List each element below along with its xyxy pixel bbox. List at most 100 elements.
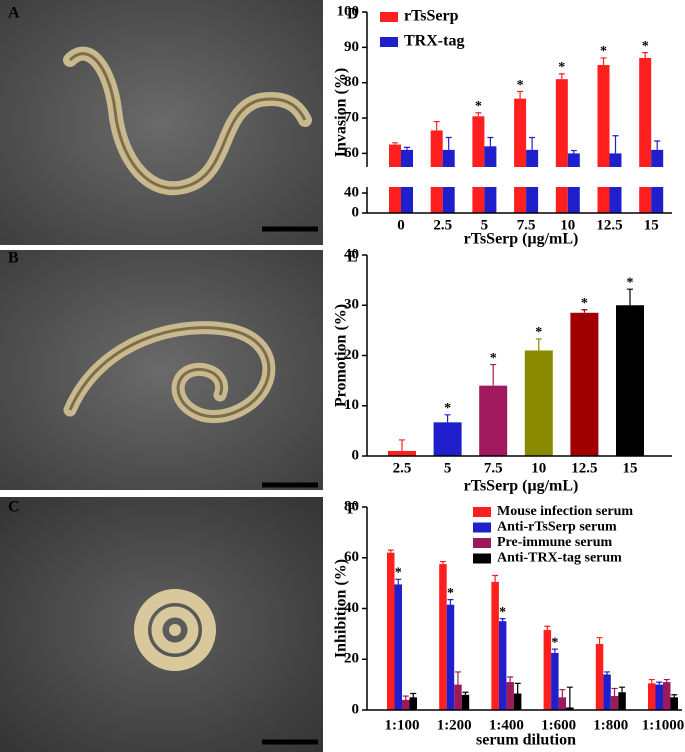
- significance-mark: *: [517, 78, 524, 93]
- error-bar: [507, 676, 514, 683]
- error-bar: [619, 686, 626, 693]
- error-bar: [611, 687, 618, 697]
- bar: [387, 552, 395, 710]
- error-bar: [462, 691, 469, 695]
- error-bar: [663, 678, 670, 683]
- panel-label: E: [347, 249, 358, 266]
- y-tick-label: 20: [344, 347, 359, 363]
- error-bar: [581, 309, 588, 313]
- error-bar: [600, 57, 607, 66]
- error-bar: [529, 136, 536, 150]
- error-bar: [433, 120, 440, 131]
- y-tick-label: 0: [352, 204, 360, 220]
- error-bar: [499, 618, 506, 622]
- bar: [506, 682, 514, 710]
- bar: [513, 693, 522, 710]
- error-bar: [404, 146, 410, 150]
- x-tick-label: 7.5: [517, 217, 536, 233]
- y-tick-label: 40: [344, 246, 359, 262]
- significance-mark: *: [490, 351, 497, 366]
- significance-mark: *: [551, 635, 558, 650]
- y-tick-label: 0: [352, 701, 360, 717]
- error-bar: [551, 648, 558, 653]
- micrograph-c: [0, 497, 323, 752]
- error-bar: [566, 686, 573, 708]
- bar: [454, 684, 462, 710]
- panel-label: A: [8, 5, 20, 22]
- error-bar: [642, 52, 649, 58]
- bar: [446, 604, 455, 710]
- micrograph-a: [0, 0, 323, 245]
- bar: [472, 116, 485, 213]
- error-bar: [656, 681, 663, 685]
- bar: [433, 422, 462, 456]
- legend-label: Pre-immune serum: [497, 535, 613, 550]
- bar: [648, 683, 656, 710]
- bar: [524, 350, 553, 456]
- x-tick-label: 12.5: [571, 460, 597, 476]
- significance-mark: *: [627, 275, 634, 290]
- error-bar: [648, 678, 655, 684]
- y-axis-label: Invasion (%): [333, 68, 350, 157]
- bar: [479, 385, 508, 456]
- y-tick-label: 90: [344, 39, 359, 55]
- y-tick-label: 80: [344, 74, 359, 90]
- error-bar: [492, 574, 499, 582]
- y-tick-label: 20: [344, 651, 359, 667]
- bar: [555, 79, 568, 214]
- micrograph-b: [0, 250, 323, 490]
- error-bar: [475, 112, 482, 117]
- y-tick-label: 60: [344, 145, 359, 161]
- error-bar: [612, 135, 619, 154]
- x-tick-label: 12.5: [596, 217, 622, 233]
- panel-label: D: [347, 6, 359, 23]
- bar: [610, 696, 619, 710]
- error-bar: [402, 695, 409, 700]
- y-tick-label: 40: [344, 184, 359, 200]
- bar: [558, 697, 567, 710]
- y-tick-label: 40: [344, 600, 359, 616]
- error-bar: [439, 560, 446, 565]
- y-tick-label: 10: [344, 397, 359, 413]
- significance-mark: *: [499, 605, 506, 620]
- x-axis-label: rTsSerp (μg/mL): [464, 478, 579, 495]
- x-tick-label: 1:400: [489, 717, 524, 733]
- panel-label: C: [8, 499, 20, 516]
- error-bar: [514, 682, 521, 694]
- significance-mark: *: [444, 401, 451, 416]
- error-bar: [544, 625, 551, 631]
- bar: [498, 621, 507, 710]
- x-tick-label: 5: [481, 217, 489, 233]
- x-tick-label: 1:200: [437, 717, 472, 733]
- legend-swatch: [473, 522, 491, 533]
- axis-break-gap: [359, 167, 675, 187]
- legend-swatch: [473, 553, 491, 564]
- legend-label: TRX-tag: [404, 33, 464, 50]
- x-tick-label: 0: [397, 217, 405, 233]
- error-bar: [392, 142, 398, 145]
- y-axis-label: Promotion (%): [333, 304, 350, 407]
- x-tick-label: 10: [560, 217, 575, 233]
- significance-mark: *: [600, 44, 607, 59]
- bar: [616, 305, 644, 456]
- error-bar: [558, 73, 565, 80]
- y-tick-label: 30: [344, 297, 359, 313]
- bar: [461, 694, 470, 710]
- error-bar: [570, 149, 577, 154]
- bar: [663, 682, 671, 710]
- bar: [491, 581, 499, 710]
- error-bar: [445, 136, 452, 150]
- x-tick-label: 5: [444, 460, 452, 476]
- y-tick-label: 60: [344, 549, 359, 565]
- bar: [439, 564, 447, 710]
- error-bar: [395, 578, 402, 585]
- error-bar: [487, 136, 494, 147]
- error-bar: [535, 338, 542, 351]
- y-tick-label: 100: [337, 3, 360, 19]
- significance-mark: *: [475, 99, 482, 114]
- bar: [543, 630, 552, 710]
- bar: [566, 707, 574, 710]
- legend-swatch: [473, 538, 491, 548]
- x-tick-label: 1:600: [541, 717, 576, 733]
